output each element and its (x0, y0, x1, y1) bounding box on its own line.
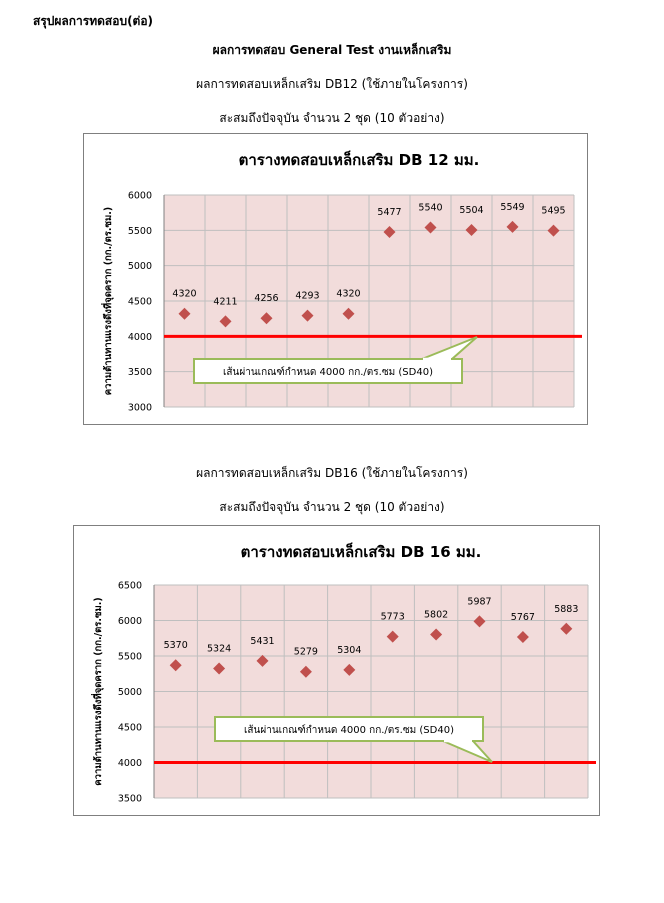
y-tick-label: 4000 (118, 758, 142, 769)
data-label: 5495 (541, 206, 565, 217)
chart-title: ตารางทดสอบเหล็กเสริม DB 12 มม. (239, 150, 480, 169)
data-point (506, 220, 519, 233)
data-label: 4293 (295, 291, 319, 302)
y-tick-label: 6500 (118, 581, 142, 592)
data-label: 5883 (554, 604, 578, 615)
data-label: 4320 (172, 289, 196, 300)
data-label: 5549 (500, 202, 524, 213)
data-point (383, 225, 396, 238)
data-point (343, 663, 356, 676)
data-label: 5477 (377, 207, 401, 218)
data-point (560, 622, 573, 635)
data-point (219, 315, 232, 328)
data-point (299, 665, 312, 678)
data-point (260, 312, 273, 325)
data-label: 5540 (418, 203, 442, 214)
data-point (465, 224, 478, 237)
y-tick-label: 4000 (128, 332, 152, 343)
y-tick-label: 5500 (118, 652, 142, 663)
y-tick-label: 5500 (128, 226, 152, 237)
data-label: 5767 (511, 612, 535, 623)
data-label: 5279 (294, 647, 318, 658)
data-label: 5504 (459, 205, 483, 216)
y-tick-label: 4500 (118, 723, 142, 734)
data-label: 5802 (424, 610, 448, 621)
y-tick-label: 4500 (128, 297, 152, 308)
data-point (169, 659, 182, 672)
data-point (301, 309, 314, 322)
db16-subtitle: ผลการทดสอบเหล็กเสริม DB16 (ใช้ภายในโครงก… (196, 466, 468, 480)
data-label: 5431 (250, 636, 274, 647)
data-point (213, 662, 226, 675)
data-point (516, 631, 529, 644)
data-point (424, 221, 437, 234)
data-point (178, 307, 191, 320)
chart-svg: ตารางทดสอบเหล็กเสริม DB 12 มม. 3000 3500 40… (100, 150, 582, 414)
data-point (430, 628, 443, 641)
y-axis-label: ความต้านทานแรงดึงที่จุดคราก (กก./ตร.ซม.) (100, 207, 114, 395)
data-label: 5370 (164, 640, 188, 651)
data-label: 5304 (337, 645, 361, 656)
chart-svg: ตารางทดสอบเหล็กเสริม DB 16 มม. 3500 4000 45… (90, 542, 596, 805)
data-label: 4211 (213, 296, 237, 307)
y-tick-label: 3000 (128, 403, 152, 414)
data-label: 5987 (467, 596, 491, 607)
db12-chart: ตารางทดสอบเหล็กเสริม DB 12 มม. 3000 3500 40… (83, 133, 588, 425)
callout-box (214, 716, 484, 742)
y-tick-label: 3500 (128, 367, 152, 378)
db12-count: สะสมถึงปัจจุบัน จำนวน 2 ชุด (10 ตัวอย่าง… (219, 111, 445, 125)
section-heading: สรุปผลการทดสอบ(ต่อ) (33, 14, 154, 28)
y-axis-label: ความต้านทานแรงดึงที่จุดคราก (กก./ตร.ซม.) (90, 597, 104, 785)
data-point (386, 630, 399, 643)
db16-chart: ตารางทดสอบเหล็กเสริม DB 16 มม. 3500 4000 45… (73, 525, 600, 816)
y-tick-label: 5000 (118, 687, 142, 698)
data-label: 4256 (254, 293, 278, 304)
data-point (473, 615, 486, 628)
data-point (256, 654, 269, 667)
data-label: 4320 (336, 289, 360, 300)
y-tick-label: 6000 (118, 616, 142, 627)
data-point (547, 224, 560, 237)
y-tick-label: 6000 (128, 191, 152, 202)
main-title: ผลการทดสอบ General Test งานเหล็กเสริม (212, 43, 452, 57)
data-point (342, 307, 355, 320)
y-tick-label: 3500 (118, 794, 142, 805)
db16-count: สะสมถึงปัจจุบัน จำนวน 2 ชุด (10 ตัวอย่าง… (219, 500, 445, 514)
threshold-label: เส้นผ่านเกณฑ์กำหนด 4000 กก./ตร.ซม (SD40) (244, 724, 454, 736)
data-label: 5773 (381, 612, 405, 623)
y-tick-label: 5000 (128, 261, 152, 272)
db12-subtitle: ผลการทดสอบเหล็กเสริม DB12 (ใช้ภายในโครงก… (196, 77, 468, 91)
threshold-label: เส้นผ่านเกณฑ์กำหนด 4000 กก./ตร.ซม (SD40) (223, 366, 433, 378)
data-label: 5324 (207, 643, 231, 654)
callout-box (193, 358, 463, 384)
chart-title: ตารางทดสอบเหล็กเสริม DB 16 มม. (241, 542, 482, 561)
